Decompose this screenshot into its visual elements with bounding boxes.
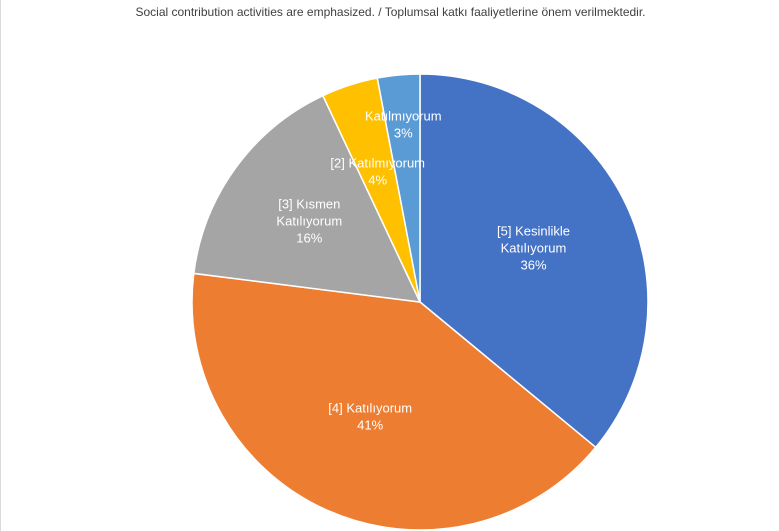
- data-label-3-line-3: 16%: [296, 231, 322, 246]
- chart-title: Social contribution activities are empha…: [135, 5, 646, 19]
- data-label-2-line-2: 41%: [357, 418, 383, 433]
- data-label-1-line-3: 36%: [520, 258, 546, 273]
- pie-labels: [5] Kesinlikle Katılıyorum 36% [4] Katılıyo…: [276, 108, 570, 432]
- pie-slices: [191, 73, 649, 531]
- data-label-5: Katılmıyorum 3%: [365, 108, 442, 140]
- data-label-5-line-1: Katılmıyorum: [365, 108, 442, 123]
- data-label-1-line-1: [5] Kesinlikle: [497, 224, 570, 239]
- data-label-3-line-1: [3] Kısmen: [278, 197, 340, 212]
- data-label-1: [5] Kesinlikle Katılıyorum 36%: [497, 224, 570, 273]
- pie-slice-2: [191, 272, 597, 531]
- data-label-5-line-2: 3%: [394, 125, 413, 140]
- data-label-3-line-2: Katılıyorum: [276, 214, 342, 229]
- pie-slice-5: [376, 73, 421, 303]
- data-label-4: [2] Katılmıyorum 4%: [330, 155, 425, 187]
- data-label-2: [4] Katılıyorum 41%: [328, 401, 412, 433]
- pie-slice-1: [419, 73, 649, 449]
- data-label-2-line-1: [4] Katılıyorum: [328, 401, 412, 416]
- pie-slice-3: [192, 94, 422, 303]
- data-label-4-line-2: 4%: [368, 172, 387, 187]
- data-label-3: [3] Kısmen Katılıyorum 16%: [276, 197, 342, 246]
- data-label-1-line-2: Katılıyorum: [501, 241, 567, 256]
- data-label-4-line-1: [2] Katılmıyorum: [330, 155, 425, 170]
